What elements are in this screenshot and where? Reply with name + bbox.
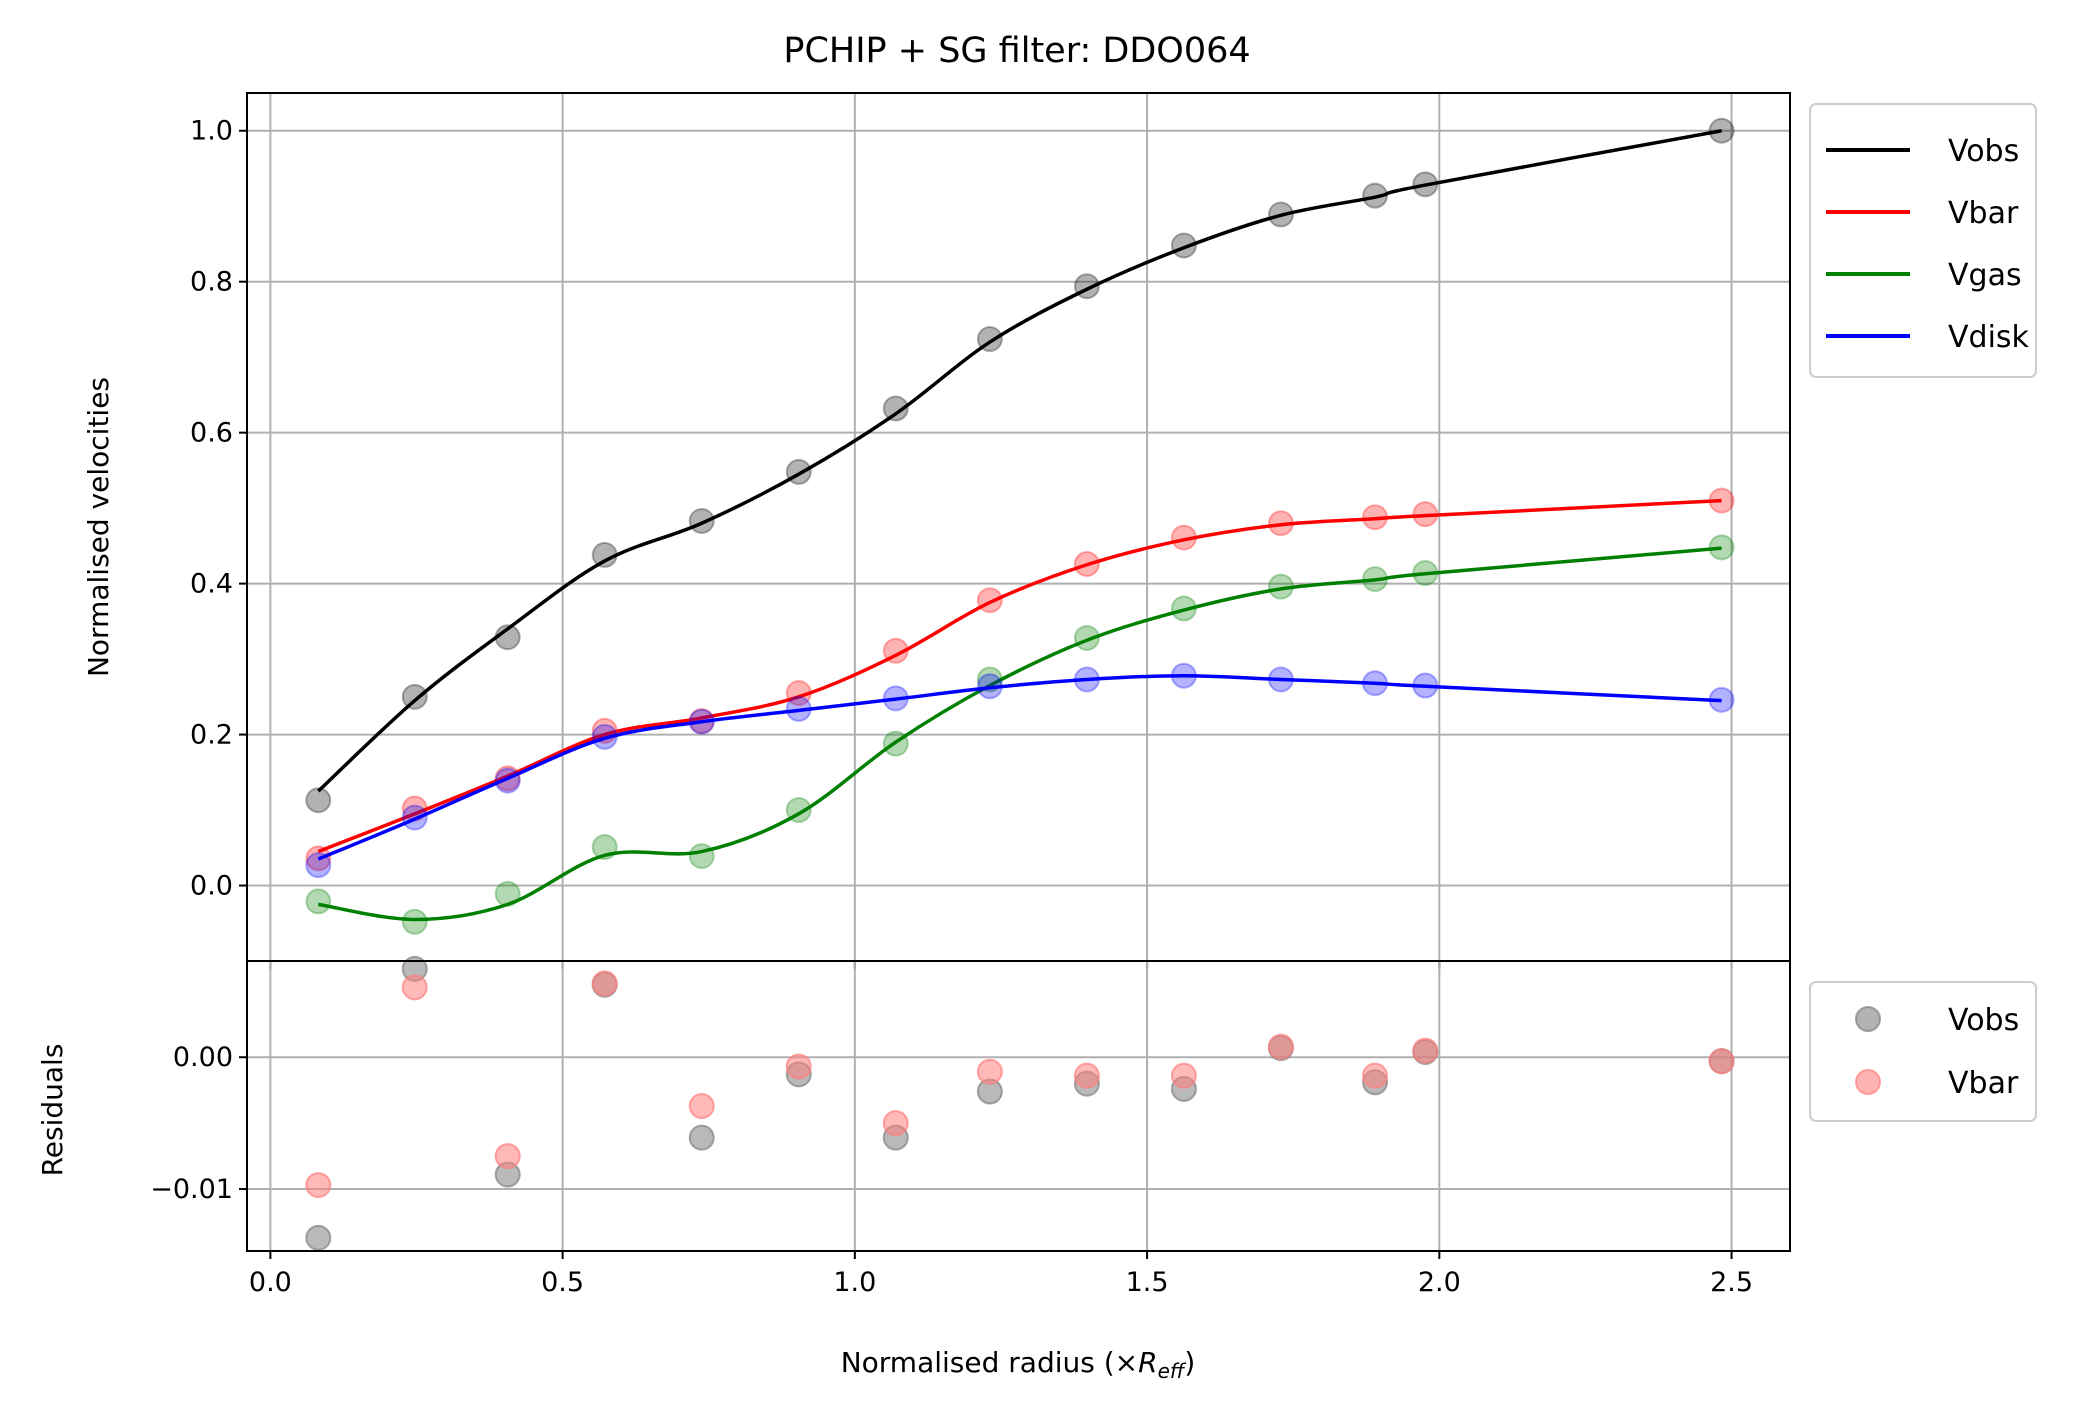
- main-y-tick-label-2: 0.4: [190, 569, 233, 600]
- vobs-point-1: [401, 683, 428, 710]
- residual-vbar-point-9: [1170, 1062, 1197, 1089]
- vobs-line: [317, 129, 1722, 793]
- residual-panel: 0.00 −0.01 0.0 0.5 1.0 1.5 2.0 2.5 Residuals N…: [36, 955, 1791, 1383]
- residual-vbar-point-8: [1073, 1062, 1100, 1089]
- residual-vbar-point-11: [1362, 1062, 1389, 1089]
- residual-legend-label-vobs: Vobs: [1948, 1003, 2019, 1038]
- vdisk-point-0: [305, 852, 332, 879]
- residual-vbar-point-12: [1412, 1037, 1439, 1064]
- main-series: [305, 117, 1735, 935]
- residual-vbar-point-5: [785, 1053, 812, 1080]
- residual-y-tick-label-0: 0.00: [173, 1042, 233, 1073]
- main-panel: 0.0 0.2 0.4 0.6 0.8 1.0 Normalised velocities: [82, 92, 1791, 969]
- residual-axes-frame: [246, 960, 1791, 1252]
- residual-vbar-point-3: [591, 970, 618, 997]
- x-tick-label-5: 2.5: [1710, 1267, 1753, 1298]
- series-vgas: [305, 534, 1735, 935]
- residual-legend: Vobs Vbar: [1809, 981, 2037, 1122]
- residual-y-axis-label: Residuals: [36, 1044, 69, 1177]
- vobs-point-6: [882, 395, 909, 422]
- residual-vbar-point-13: [1708, 1048, 1735, 1075]
- residual-y-ticks: 0.00 −0.01: [150, 1042, 247, 1205]
- main-y-tick-label-4: 0.8: [190, 267, 233, 298]
- x-tick-label-2: 1.0: [833, 1267, 876, 1298]
- residual-vbar-point-10: [1267, 1033, 1294, 1060]
- main-y-tick-label-5: 1.0: [190, 116, 233, 147]
- residual-vbar-point-4: [688, 1093, 715, 1119]
- residual-vobs-point-0: [305, 1224, 332, 1251]
- main-y-ticks: 0.0 0.2 0.4 0.6 0.8 1.0: [190, 116, 1733, 969]
- vgas-point-1: [401, 908, 428, 935]
- residual-vbar-point-2: [494, 1143, 521, 1170]
- main-legend: Vobs Vbar Vgas Vdisk: [1809, 103, 2037, 378]
- main-y-tick-label-1: 0.2: [190, 720, 233, 751]
- vobs-point-0: [305, 787, 332, 814]
- vgas-point-0: [305, 888, 332, 915]
- residual-vbar-point-7: [976, 1058, 1003, 1085]
- legend-label-vgas: Vgas: [1948, 258, 2022, 293]
- series-vdisk: [305, 662, 1735, 879]
- residual-vbar-point-1: [401, 974, 428, 1001]
- residual-vbar-point-6: [882, 1110, 909, 1137]
- legend-label-vobs: Vobs: [1948, 134, 2019, 169]
- main-y-axis-label: Normalised velocities: [82, 377, 115, 677]
- x-tick-label-3: 1.5: [1126, 1267, 1169, 1298]
- residual-vbar-point-0: [305, 1172, 332, 1199]
- residual-vobs-point-4: [688, 1124, 715, 1151]
- vgas-point-4: [688, 843, 715, 870]
- vgas-point-13: [1708, 534, 1735, 561]
- vgas-line: [318, 546, 1722, 922]
- vbar-line: [317, 498, 1722, 854]
- legend-label-vdisk: Vdisk: [1948, 320, 2030, 355]
- main-y-tick-label-3: 0.6: [190, 418, 233, 449]
- residual-series: [305, 955, 1735, 1251]
- x-tick-label-4: 2.0: [1418, 1267, 1461, 1298]
- residual-legend-marker-vobs: [1855, 1006, 1881, 1032]
- x-tick-label-0: 0.0: [249, 1267, 292, 1298]
- chart-title: PCHIP + SG filter: DDO064: [783, 31, 1250, 71]
- legend-label-vbar: Vbar: [1948, 196, 2019, 231]
- main-legend-box: [1809, 103, 2037, 378]
- residual-legend-label-vbar: Vbar: [1948, 1066, 2019, 1101]
- residual-legend-marker-vbar: [1855, 1069, 1881, 1095]
- vdisk-line: [317, 673, 1722, 861]
- series-vobs: [305, 117, 1735, 814]
- main-grid: [247, 93, 1790, 961]
- residual-y-tick-label-1: −0.01: [150, 1174, 233, 1205]
- residual-grid: [247, 961, 1790, 1251]
- x-tick-label-1: 0.5: [541, 1267, 584, 1298]
- main-y-tick-label-0: 0.0: [190, 871, 233, 902]
- x-axis-label: Normalised radius (×Reff): [841, 1346, 1196, 1383]
- residual-series-vbar: [305, 970, 1735, 1199]
- residual-x-ticks: 0.0 0.5 1.0 1.5 2.0 2.5: [249, 1251, 1753, 1298]
